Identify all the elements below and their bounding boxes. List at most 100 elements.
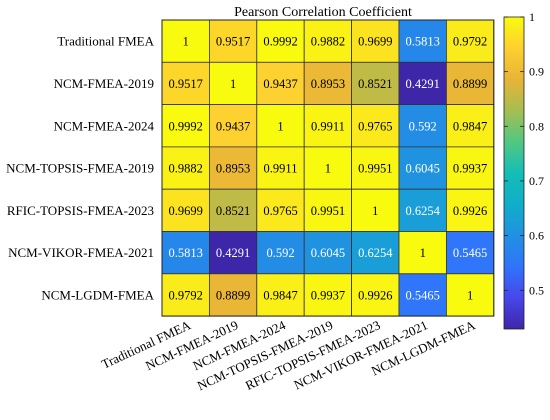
cell-value-label: 0.9926 [453, 204, 487, 218]
colorbar-tick-label: 0.5 [529, 283, 544, 297]
heatmap-cell [398, 146, 447, 190]
cell-value-label: 0.9882 [311, 35, 345, 49]
cell-value-label: 0.6254 [406, 204, 441, 218]
heatmap-cell [351, 231, 400, 275]
cell-value-label: 1 [230, 77, 236, 91]
heatmap-cell [303, 231, 353, 275]
heatmap-cell [351, 104, 400, 148]
colorbar-tick-label: 0.9 [529, 65, 544, 79]
colorbar-tick-label: 1 [529, 10, 535, 24]
cell-value-label: 1 [325, 162, 331, 176]
heatmap-cell [445, 104, 495, 148]
row-labels: Traditional FMEA NCM-FMEA-2019 NCM-FMEA-20… [6, 34, 154, 303]
cell-value-label: 0.592 [266, 246, 294, 260]
colorbar-tick-label: 0.7 [529, 174, 544, 188]
heatmap-cells: 1 0.9517 0.9992 0.9882 0.9699 0.5813 0.9792 0.9… [161, 19, 495, 317]
cell-value-label: 0.9847 [453, 119, 487, 133]
heatmap-cell [398, 273, 447, 317]
cell-value-label: 0.8899 [453, 77, 487, 91]
cell-value-label: 0.9765 [263, 204, 297, 218]
cell-value-label: 0.5813 [169, 246, 203, 260]
row-label: NCM-VIKOR-FMEA-2021 [8, 245, 154, 260]
cell-value-label: 0.9992 [169, 119, 203, 133]
heatmap-cell [161, 146, 210, 190]
heatmap-cell [208, 231, 258, 275]
cell-value-label: 0.9699 [169, 204, 203, 218]
heatmap-cell [445, 61, 495, 105]
cell-value-label: 0.6045 [311, 246, 345, 260]
cell-value-label: 0.8953 [216, 162, 250, 176]
cell-value-label: 1 [420, 246, 426, 260]
heatmap-cell [445, 146, 495, 190]
heatmap-cell [351, 61, 400, 105]
cell-value-label: 1 [372, 204, 378, 218]
cell-value-label: 0.9951 [311, 204, 345, 218]
cell-value-label: 1 [183, 35, 189, 49]
cell-value-label: 0.9517 [169, 77, 203, 91]
cell-value-label: 0.8521 [358, 77, 392, 91]
cell-value-label: 0.9699 [358, 35, 392, 49]
heatmap-cell [303, 146, 353, 190]
heatmap-cell [398, 104, 447, 148]
heatmap-cell [256, 61, 305, 105]
cell-value-label: 0.6254 [358, 246, 393, 260]
cell-value-label: 0.9517 [216, 35, 250, 49]
heatmap-cell [256, 104, 305, 148]
heatmap-cell [208, 19, 258, 63]
heatmap-cell [445, 231, 495, 275]
row-label: Traditional FMEA [57, 34, 154, 49]
heatmap-cell [445, 273, 495, 317]
cell-value-label: 0.9951 [358, 162, 392, 176]
row-label: NCM-FMEA-2024 [54, 118, 155, 133]
row-label: RFIC-TOPSIS-FMEA-2023 [7, 203, 154, 218]
cell-value-label: 0.4291 [216, 246, 250, 260]
cell-value-label: 0.6045 [406, 162, 440, 176]
heatmap-cell [161, 19, 210, 63]
cell-value-label: 0.9992 [263, 35, 297, 49]
cell-value-label: 0.9792 [169, 288, 203, 302]
row-label: NCM-LGDM-FMEA [41, 287, 154, 302]
column-labels: Traditional FMEANCM-FMEA-2019NCM-FMEA-20… [99, 317, 478, 393]
heatmap-cell [161, 188, 210, 232]
cell-value-label: 0.4291 [406, 77, 440, 91]
colorbar-tick-label: 0.6 [529, 229, 544, 243]
cell-value-label: 0.9937 [453, 162, 487, 176]
heatmap-cell [303, 104, 353, 148]
cell-value-label: 1 [277, 119, 283, 133]
heatmap-cell [398, 19, 447, 63]
cell-value-label: 0.9847 [263, 288, 297, 302]
row-label: NCM-TOPSIS-FMEA-2019 [6, 161, 154, 176]
cell-value-label: 0.8899 [216, 288, 250, 302]
cell-value-label: 0.9437 [216, 119, 250, 133]
heatmap-cell [161, 231, 210, 275]
cell-value-label: 1 [467, 288, 473, 302]
chart-title: Pearson Correlation Coefficient [234, 5, 412, 20]
cell-value-label: 0.9911 [311, 119, 345, 133]
cell-value-label: 0.9437 [263, 77, 297, 91]
cell-value-label: 0.9792 [453, 35, 487, 49]
heatmap-cell [208, 146, 258, 190]
heatmap-cell [351, 273, 400, 317]
cell-value-label: 0.592 [409, 119, 437, 133]
row-label: NCM-FMEA-2019 [54, 76, 154, 91]
cell-value-label: 0.5465 [406, 288, 440, 302]
cell-value-label: 0.9937 [311, 288, 345, 302]
colorbar-tick-label: 0.8 [529, 119, 544, 133]
heatmap-cell [303, 273, 353, 317]
heatmap-cell [161, 273, 210, 317]
heatmap-border [161, 19, 495, 317]
cell-value-label: 0.5465 [453, 246, 487, 260]
cell-value-label: 0.9911 [264, 162, 298, 176]
colorbar: 0.5 0.6 0.7 0.8 0.9 1 [503, 10, 544, 330]
cell-value-label: 0.8953 [311, 77, 345, 91]
cell-value-label: 0.5813 [406, 35, 440, 49]
cell-value-label: 0.8521 [216, 204, 250, 218]
cell-value-label: 0.9765 [358, 119, 392, 133]
heatmap-cell [256, 188, 305, 232]
cell-value-label: 0.9926 [358, 288, 392, 302]
cell-value-label: 0.9882 [169, 162, 203, 176]
heatmap-cell [208, 104, 258, 148]
colorbar-gradient [503, 16, 525, 330]
heatmap-cell [256, 273, 305, 317]
